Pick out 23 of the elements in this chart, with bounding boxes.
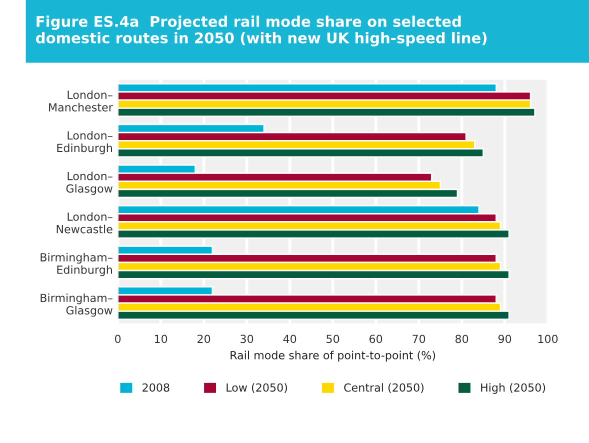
legend-label: Low (2050)	[226, 383, 288, 394]
chart-title: Figure ES.4a Projected rail mode share on selected domestic routes in 2050 (with new UK high-speed line)	[36, 16, 487, 46]
x-tick-label: 90	[498, 334, 512, 344]
x-tick-label: 40	[283, 334, 296, 344]
x-tick-label: 20	[198, 334, 210, 344]
y-tick-label: London– Glasgow	[66, 172, 112, 195]
y-tick-label: London– Manchester	[49, 90, 113, 112]
x-tick-label: 0	[115, 334, 121, 344]
y-tick-label: London– Newcastle	[56, 212, 112, 234]
legend-label: 2008	[142, 383, 170, 392]
x-tick-label: 30	[240, 334, 254, 344]
x-axis-title: Rail mode share of point-to-point (%)	[230, 350, 436, 362]
x-tick-label: 80	[455, 334, 468, 344]
y-tick-label: Birmingham– Edinburgh	[40, 252, 112, 276]
x-tick-label: 100	[538, 334, 558, 344]
x-tick-label: 50	[326, 334, 340, 344]
y-tick-label: Birmingham– Glasgow	[40, 293, 112, 317]
legend-label: High (2050)	[481, 383, 546, 394]
y-tick-label: London– Edinburgh	[57, 131, 112, 154]
x-tick-label: 70	[412, 334, 426, 344]
x-tick-label: 10	[154, 334, 168, 344]
x-tick-label: 60	[369, 334, 382, 344]
legend-label: Central (2050)	[344, 383, 424, 394]
